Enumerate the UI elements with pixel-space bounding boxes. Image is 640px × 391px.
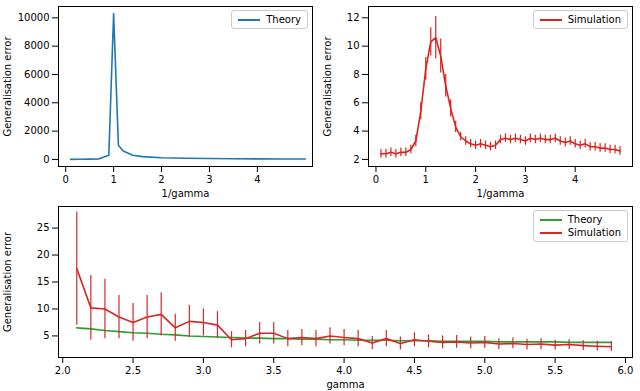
svg-text:5.5: 5.5 xyxy=(547,365,563,376)
svg-text:0: 0 xyxy=(63,174,69,185)
svg-text:4.5: 4.5 xyxy=(406,365,422,376)
html-text:Theory: Theory xyxy=(266,14,301,25)
svg-text:4.0: 4.0 xyxy=(336,365,352,376)
html-text:Simulation: Simulation xyxy=(567,227,621,238)
svg-text:1: 1 xyxy=(423,174,429,185)
svg-text:8: 8 xyxy=(353,69,359,80)
svg-text:1: 1 xyxy=(110,174,116,185)
svg-text:6: 6 xyxy=(353,97,359,108)
svg-text:1/gamma: 1/gamma xyxy=(477,188,525,199)
svg-text:3.0: 3.0 xyxy=(195,365,211,376)
svg-text:4: 4 xyxy=(254,174,260,185)
svg-text:5: 5 xyxy=(43,330,49,341)
html-text:Simulation: Simulation xyxy=(567,14,621,25)
svg-text:8000: 8000 xyxy=(24,40,49,51)
svg-text:12: 12 xyxy=(347,12,360,23)
svg-text:1/gamma: 1/gamma xyxy=(162,188,210,199)
svg-text:Generalisation error: Generalisation error xyxy=(322,36,333,137)
svg-text:5.0: 5.0 xyxy=(477,365,493,376)
svg-text:25: 25 xyxy=(37,222,50,233)
svg-text:15: 15 xyxy=(37,276,50,287)
svg-text:3: 3 xyxy=(522,174,528,185)
svg-text:2000: 2000 xyxy=(24,125,49,136)
svg-text:3.5: 3.5 xyxy=(266,365,282,376)
svg-text:0: 0 xyxy=(373,174,379,185)
html-text:Theory: Theory xyxy=(567,214,603,225)
svg-text:10000: 10000 xyxy=(18,12,50,23)
svg-text:Generalisation error: Generalisation error xyxy=(2,231,13,332)
svg-text:gamma: gamma xyxy=(326,379,364,390)
svg-text:4: 4 xyxy=(353,125,359,136)
svg-text:2: 2 xyxy=(472,174,478,185)
svg-text:10: 10 xyxy=(37,303,50,314)
svg-text:4: 4 xyxy=(572,174,578,185)
svg-text:2: 2 xyxy=(158,174,164,185)
svg-text:6.0: 6.0 xyxy=(618,365,634,376)
svg-text:0: 0 xyxy=(43,154,49,165)
svg-text:Generalisation error: Generalisation error xyxy=(2,36,13,137)
svg-text:2: 2 xyxy=(353,154,359,165)
svg-text:10: 10 xyxy=(347,40,360,51)
svg-text:6000: 6000 xyxy=(24,69,49,80)
svg-text:2.0: 2.0 xyxy=(55,365,71,376)
svg-text:4000: 4000 xyxy=(24,97,49,108)
svg-text:3: 3 xyxy=(206,174,212,185)
svg-text:20: 20 xyxy=(37,249,50,260)
svg-text:2.5: 2.5 xyxy=(125,365,141,376)
